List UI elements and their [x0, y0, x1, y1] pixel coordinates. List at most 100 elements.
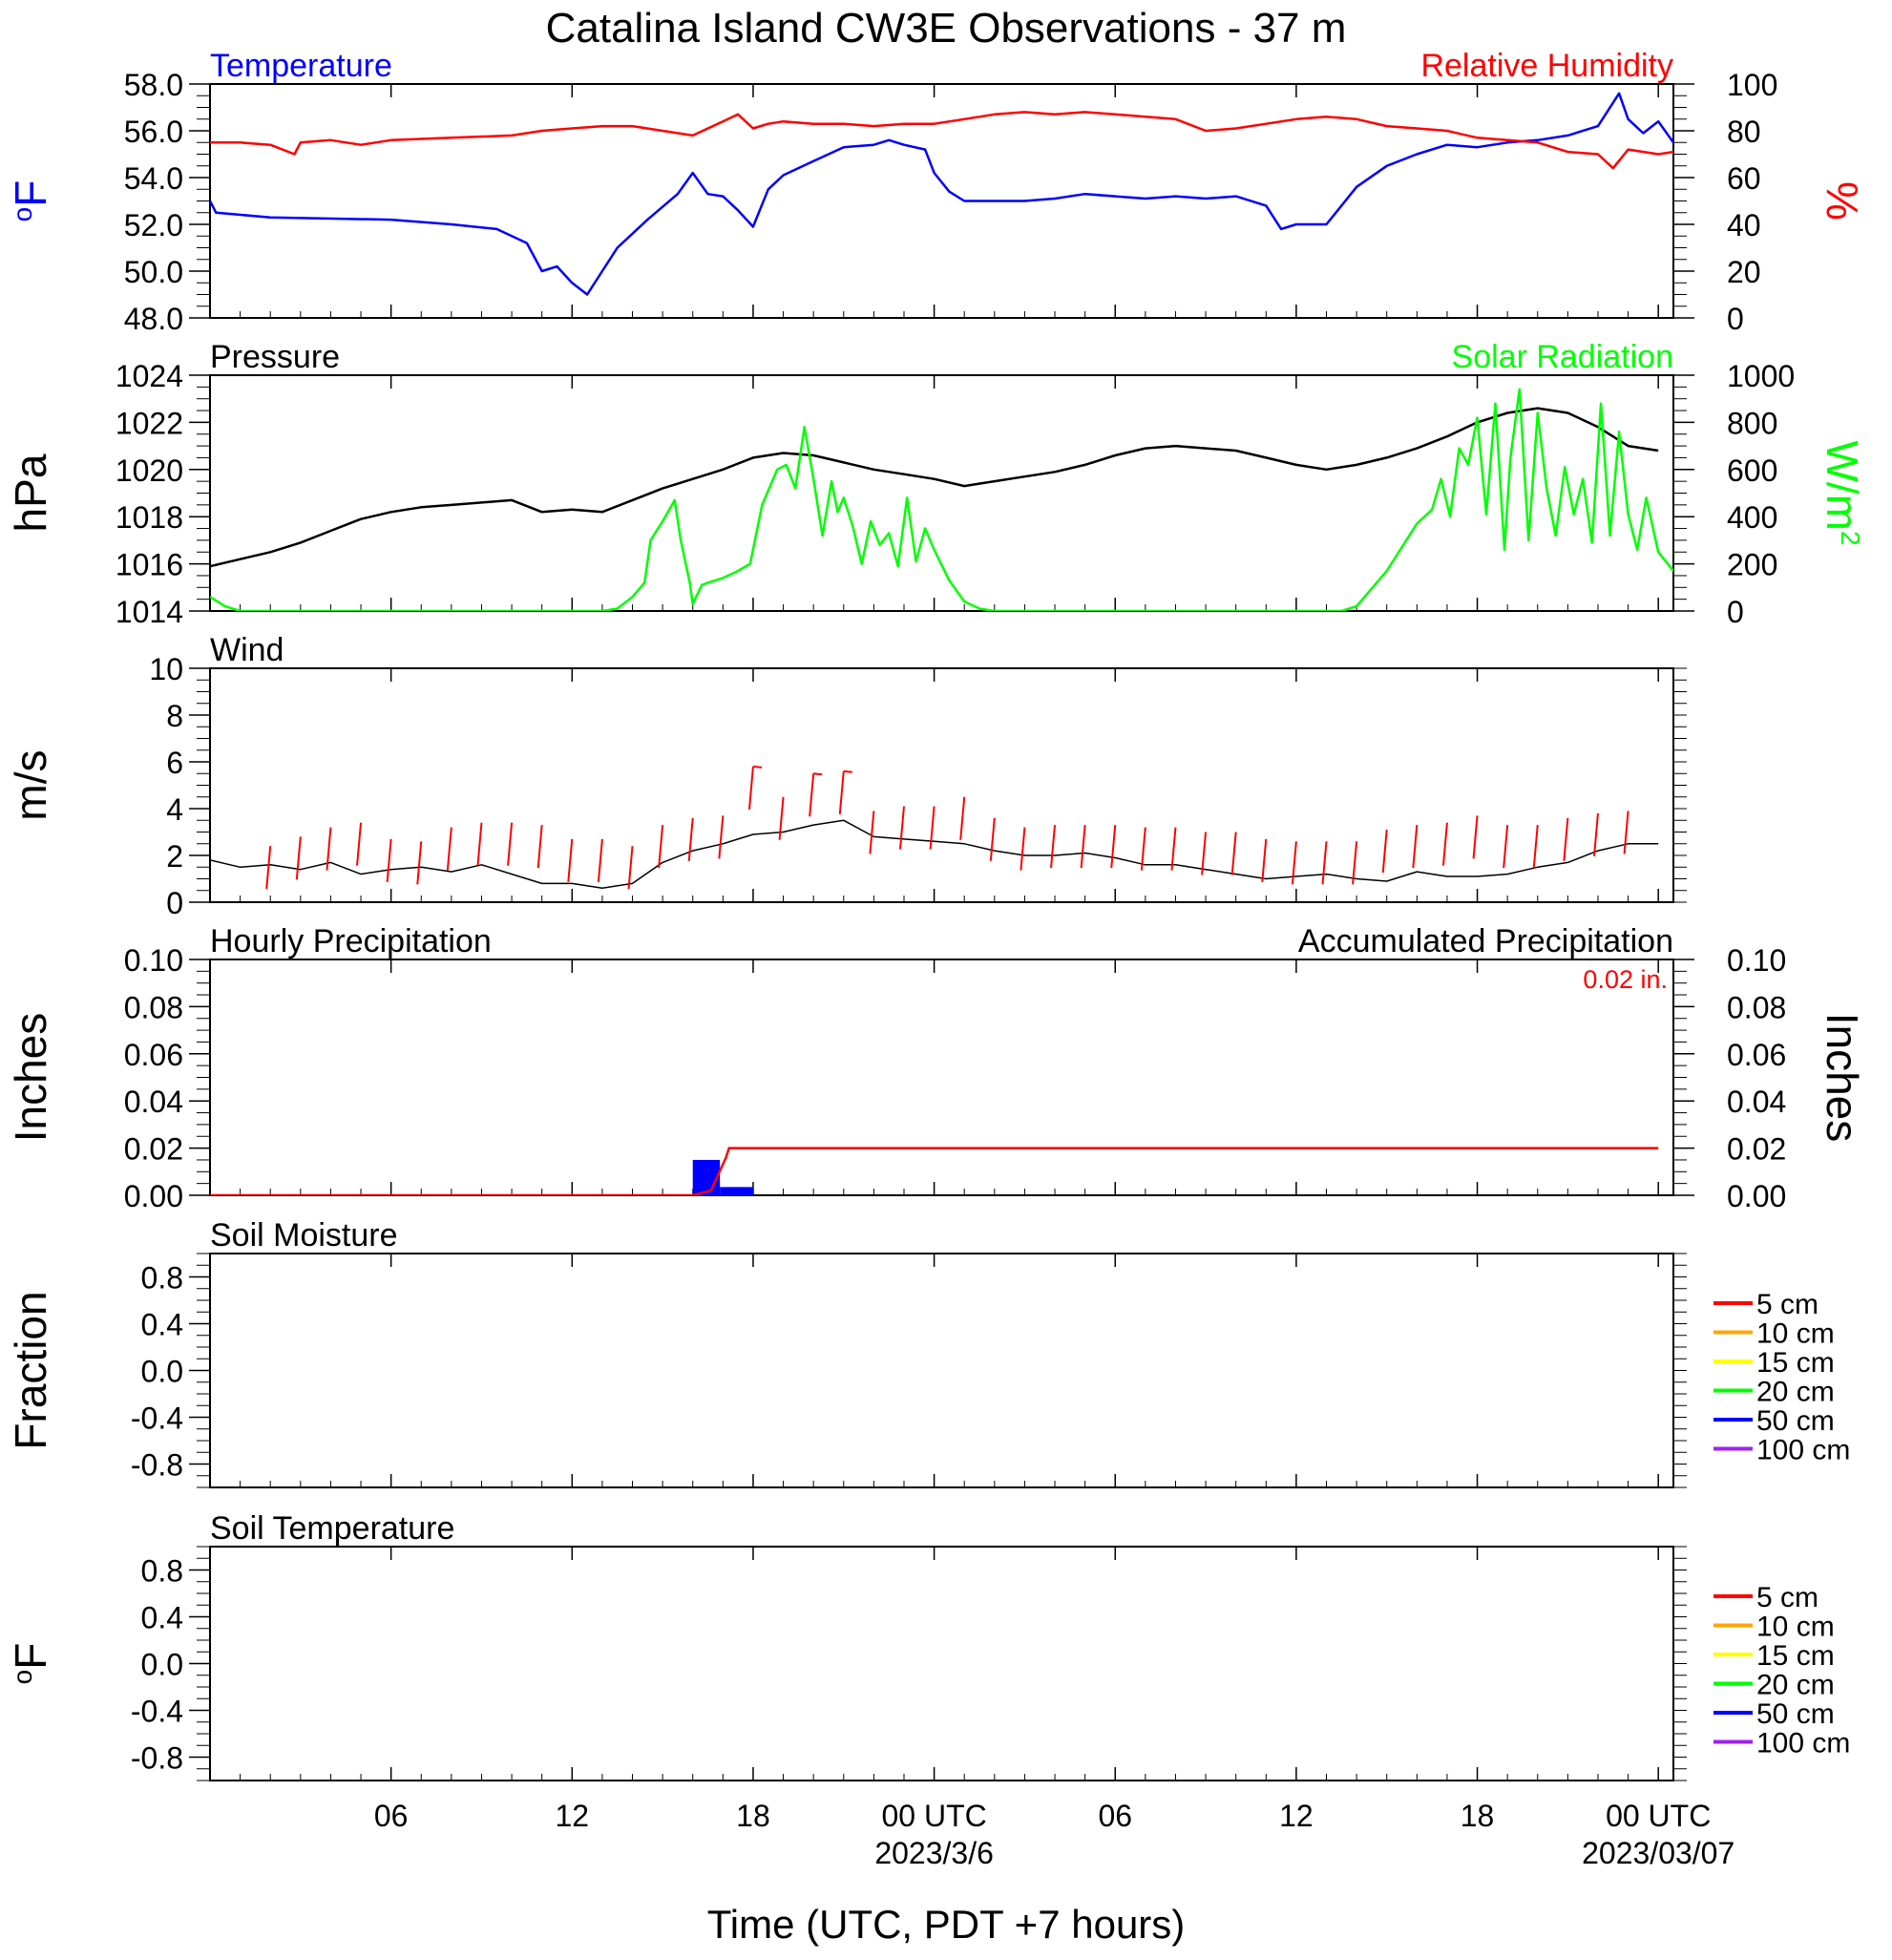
right-axis-unit: Inches	[1818, 1013, 1867, 1143]
x-date-label: 2023/3/6	[874, 1836, 994, 1870]
wind-barb	[1592, 812, 1599, 856]
left-tick-label: 0.4	[141, 1601, 183, 1635]
wind-barb	[1291, 841, 1297, 885]
legend-label: 50 cm	[1756, 1405, 1835, 1437]
wind-barb	[898, 806, 905, 850]
legend-label: 10 cm	[1756, 1318, 1835, 1350]
wind-barb	[1532, 825, 1539, 869]
wind-barb	[1140, 827, 1146, 871]
series-line-solar-radiation	[210, 388, 1673, 611]
left-tick-label: 2	[166, 839, 183, 874]
panel-frame	[209, 83, 1674, 319]
wind-barb	[658, 825, 664, 869]
left-tick-label: 10	[149, 652, 183, 686]
panel-1: 1024 1022 1020 1018 1016 1014 hPa Pressure 1000 8…	[6, 339, 1867, 629]
wind-barb	[1020, 827, 1026, 871]
wind-barb	[1381, 829, 1388, 874]
plot-area	[210, 388, 1673, 611]
accumulated-precip-line	[210, 1147, 1659, 1195]
accumulated-total: 0.02 in.	[1583, 965, 1668, 994]
wind-barb	[1472, 815, 1479, 859]
x-tick-label: 06	[374, 1799, 409, 1833]
series-line-wind-speed	[210, 819, 1659, 890]
right-tick-label: 0	[1727, 595, 1744, 629]
wind-barb	[326, 827, 332, 871]
chart-title: Catalina Island CW3E Observations - 37 m	[546, 5, 1347, 52]
right-axis-unit-base: W/m	[1818, 440, 1867, 531]
right-tick-label: 400	[1727, 500, 1777, 535]
panel-3: 0.10 0.08 0.06 0.04 0.02 0.00 Inches Hourly Pre…	[6, 923, 1867, 1213]
series-line-temperature	[210, 92, 1673, 296]
x-tick-label: 12	[556, 1799, 590, 1833]
left-tick-label: 0.08	[124, 990, 183, 1024]
wind-barb-flag	[843, 769, 852, 773]
series-line-pressure	[210, 407, 1659, 568]
left-tick-label: 52.0	[124, 208, 183, 242]
wind-barb	[838, 770, 845, 814]
left-axis-unit: hPa	[6, 453, 55, 532]
left-tick-label: 1024	[116, 359, 183, 393]
wind-barb	[536, 825, 543, 869]
panel-frame	[209, 1253, 1674, 1488]
wind-barb	[989, 817, 996, 861]
right-tick-label: 0.06	[1727, 1038, 1786, 1072]
wind-barb	[1623, 811, 1629, 854]
hourly-precip-bar	[720, 1187, 753, 1195]
x-axis-label: Time (UTC, PDT +7 hours)	[707, 1902, 1186, 1947]
plot-area	[210, 1147, 1659, 1195]
legend-label: 100 cm	[1756, 1728, 1850, 1760]
right-tick-label: 40	[1727, 208, 1761, 242]
x-tick-label: 18	[736, 1799, 770, 1833]
wind-barb-flag	[813, 772, 823, 776]
wind-barb	[1201, 832, 1208, 875]
left-axis-unit: m/s	[6, 749, 55, 820]
left-axis-unit-symbol: F	[6, 1643, 55, 1670]
wind-barb-flag	[752, 765, 763, 769]
wind-barb	[1321, 841, 1328, 885]
x-tick-label: 00 UTC	[1606, 1799, 1711, 1833]
legend-label: 100 cm	[1756, 1435, 1850, 1466]
wind-barb	[1080, 825, 1086, 869]
wind-barb	[1441, 822, 1448, 866]
legend-label: 15 cm	[1756, 1640, 1835, 1672]
x-tick-label: 18	[1461, 1799, 1495, 1833]
left-tick-label: 1020	[116, 453, 183, 488]
x-tick-label: 12	[1279, 1799, 1314, 1833]
wind-barb	[356, 822, 363, 866]
right-tick-label: 80	[1727, 115, 1761, 149]
series-line-relative-humidity	[210, 111, 1673, 170]
wind-barb	[747, 766, 754, 810]
left-axis-unit: oF	[6, 180, 55, 222]
left-tick-label: -0.8	[131, 1741, 183, 1776]
wind-barb	[507, 822, 514, 866]
left-tick-label: 1014	[116, 595, 183, 629]
right-tick-label: 1000	[1727, 359, 1795, 393]
wind-barb	[1261, 838, 1268, 882]
left-tick-label: 8	[166, 699, 183, 733]
wind-barb	[446, 827, 452, 871]
right-tick-label: 0.08	[1727, 990, 1786, 1024]
left-axis-unit-degree: o	[8, 207, 37, 222]
wind-barb	[1170, 827, 1177, 871]
left-tick-label: -0.8	[131, 1448, 183, 1483]
left-series-label: Wind	[210, 632, 284, 668]
left-tick-label: 58.0	[124, 68, 183, 102]
wind-barb	[627, 846, 634, 890]
x-tick-label: 00 UTC	[881, 1799, 986, 1833]
left-tick-label: 48.0	[124, 302, 183, 336]
left-tick-label: 0.4	[141, 1308, 183, 1342]
wind-barb	[386, 838, 392, 882]
legend-label: 15 cm	[1756, 1347, 1835, 1379]
left-tick-label: 0.00	[124, 1179, 183, 1213]
right-series-label: Accumulated Precipitation	[1298, 923, 1673, 959]
wind-barb	[1563, 817, 1569, 861]
legend-label: 20 cm	[1756, 1670, 1835, 1701]
wind-barb	[929, 806, 935, 850]
wind-barb	[687, 817, 694, 861]
plot-area	[210, 92, 1673, 296]
legend-label: 20 cm	[1756, 1377, 1835, 1408]
left-axis-unit-symbol: F	[6, 180, 55, 207]
